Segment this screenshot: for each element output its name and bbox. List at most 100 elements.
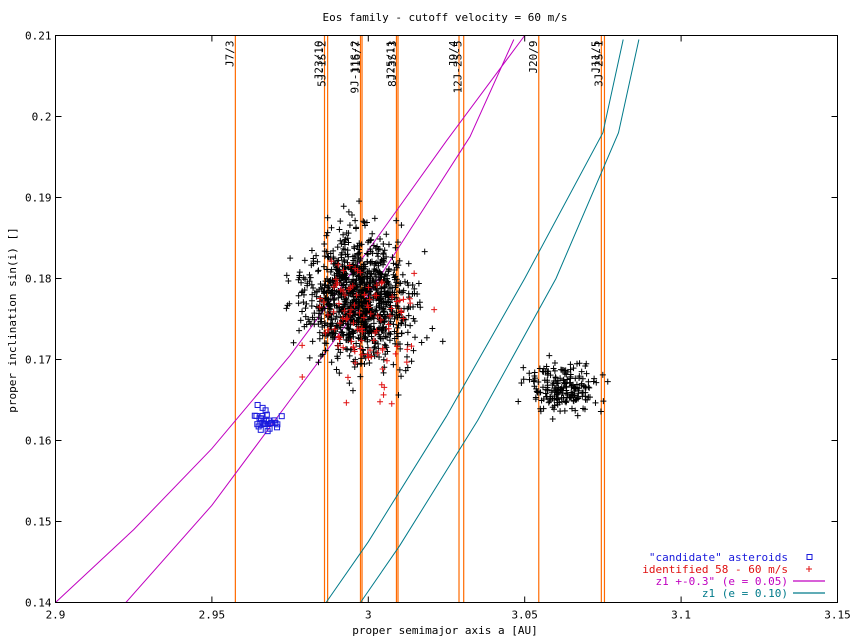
scatter-point [329, 292, 336, 299]
scatter-point [299, 374, 306, 381]
scatter-point [572, 407, 579, 414]
scatter-point [377, 258, 384, 265]
scatter-point [378, 381, 385, 388]
scatter-point [417, 304, 424, 311]
scatter-point [387, 331, 394, 338]
scatter-point [561, 407, 568, 414]
scatter-point [337, 218, 344, 225]
scatter-point [360, 218, 367, 225]
scatter-point [573, 396, 580, 403]
scatter-point [328, 316, 335, 323]
scatter-point [358, 355, 365, 362]
scatter-point [283, 305, 290, 312]
scatter-point [328, 224, 335, 231]
scatter-point [357, 281, 364, 288]
scatter-point [531, 373, 538, 380]
scatter-point [376, 333, 383, 340]
scatter-point [347, 290, 354, 297]
scatter-point [352, 305, 359, 312]
scatter-point [550, 380, 557, 387]
resonance-label: 8J-3S-3 [386, 41, 399, 87]
scatter-point [307, 320, 314, 327]
scatter-point [356, 309, 363, 316]
scatter-point [320, 299, 327, 306]
scatter-point [350, 344, 357, 351]
scatter-point [348, 338, 355, 345]
scatter-point [324, 266, 331, 273]
scatter-point [576, 360, 583, 367]
y-tick-label: 0.2 [32, 111, 52, 124]
scatter-point [333, 313, 340, 320]
scatter-point [379, 328, 386, 335]
legend-label: z1 (e = 0.10) [702, 587, 788, 600]
chart-title: Eos family - cutoff velocity = 60 m/s [322, 11, 567, 24]
scatter-point [336, 370, 343, 377]
scatter-point [386, 337, 393, 344]
scatter-point [398, 319, 405, 326]
scatter-point [374, 311, 381, 318]
scatter-point [299, 308, 306, 315]
x-tick-label: 3.15 [824, 609, 851, 622]
scatter-point [334, 353, 341, 360]
scatter-point [380, 251, 387, 258]
scatter-point [549, 404, 556, 411]
scatter-point [349, 387, 356, 394]
scatter-point [404, 364, 411, 371]
scatter-point [545, 368, 552, 375]
scatter-point [404, 353, 411, 360]
scatter-point [572, 385, 579, 392]
scatter-point [375, 253, 382, 260]
scatter-point [352, 217, 359, 224]
scatter-point [544, 372, 551, 379]
scatter-point [353, 224, 360, 231]
scatter-point [296, 327, 303, 334]
scatter-point [317, 295, 324, 302]
scatter-point [367, 246, 374, 253]
candidate-point [257, 420, 264, 427]
scatter-point [396, 257, 403, 264]
resonance-label: 9J-11S-2 [348, 41, 361, 94]
scatter-point [337, 286, 344, 293]
scatter-point [326, 282, 333, 289]
scatter-point [365, 324, 372, 331]
scatter-point [326, 323, 333, 330]
scatter-point [399, 271, 406, 278]
scatter-point [367, 347, 374, 354]
scatter-point [308, 262, 315, 269]
scatter-point [394, 239, 401, 246]
scatter-point [439, 338, 446, 345]
scatter-point [562, 398, 569, 405]
scatter-point [543, 393, 550, 400]
scatter-point [356, 249, 363, 256]
scatter-point [374, 313, 381, 320]
scatter-point [283, 272, 290, 279]
scatter-point [380, 241, 387, 248]
scatter-point [309, 338, 316, 345]
resonance-label: J20/9 [527, 41, 540, 74]
scatter-point [334, 244, 341, 251]
scatter-point [580, 405, 587, 412]
scatter-point [379, 366, 386, 373]
scatter-point [389, 254, 396, 261]
scatter-point [349, 253, 356, 260]
scatter-point [555, 389, 562, 396]
scatter-point [322, 295, 329, 302]
scatter-point [403, 359, 410, 366]
scatter-point [308, 281, 315, 288]
scatter-point [346, 380, 353, 387]
scatter-point [395, 391, 402, 398]
scatter-point [520, 376, 527, 383]
scatter-point [345, 208, 352, 215]
scatter-point [300, 299, 307, 306]
scatter-point [333, 260, 340, 267]
x-axis-ticks: 2.9 2.95 3 3.05 3.1 3.15 [46, 35, 851, 622]
scatter-point [353, 276, 360, 283]
scatter-point [340, 332, 347, 339]
scatter-point [404, 346, 411, 353]
scatter-point [429, 325, 436, 332]
scatter-point [340, 203, 347, 210]
scatter-point [373, 250, 380, 257]
scatter-point [578, 368, 585, 375]
scatter-point [380, 313, 387, 320]
scatter-point [573, 381, 580, 388]
